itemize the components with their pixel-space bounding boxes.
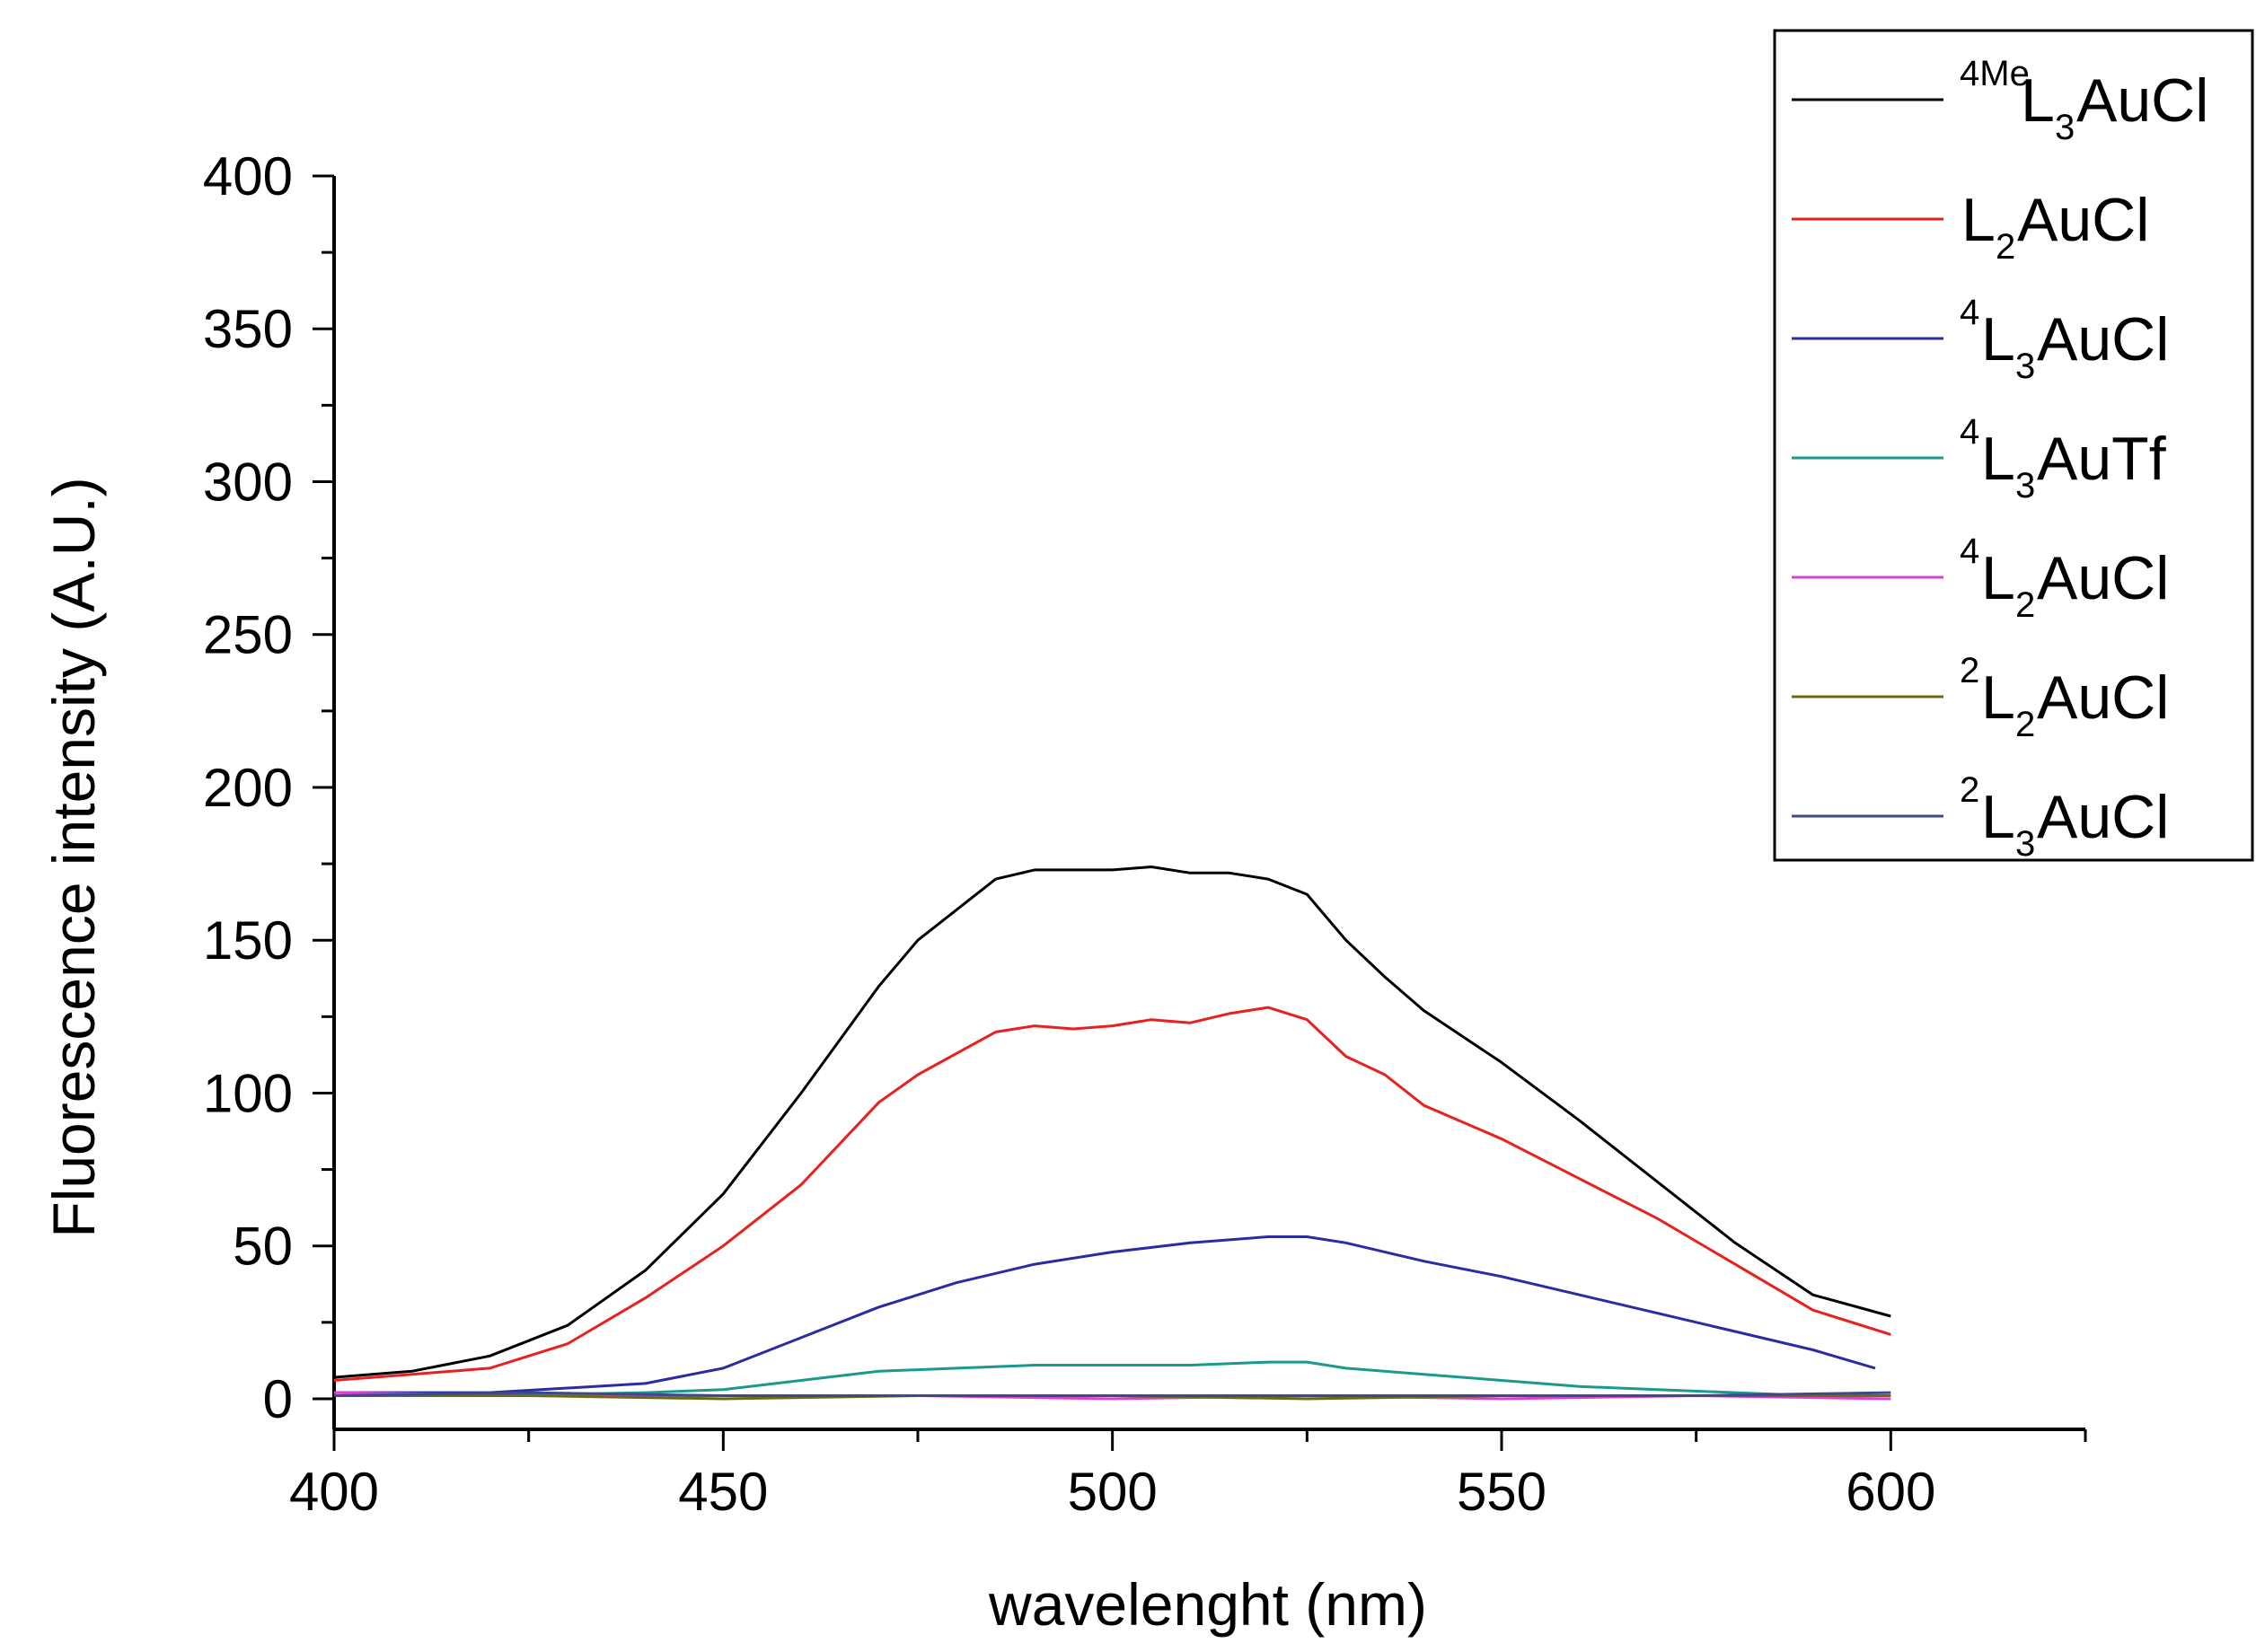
legend-label-sup: 4 bbox=[1960, 532, 1979, 571]
legend-label-sub: 3 bbox=[2055, 108, 2075, 147]
legend-label-sub: 2 bbox=[2015, 705, 2035, 744]
legend-label-sub: 3 bbox=[2015, 466, 2035, 505]
y-tick-label: 100 bbox=[203, 1063, 293, 1123]
y-tick-label: 200 bbox=[203, 758, 293, 818]
legend-label-sup: 4 bbox=[1960, 412, 1979, 452]
legend-label-rest: AuCl bbox=[2037, 783, 2169, 851]
x-tick-label: 400 bbox=[289, 1462, 379, 1522]
y-tick-label: 400 bbox=[203, 146, 293, 206]
y-tick-label: 350 bbox=[203, 299, 293, 359]
legend-label-sub: 2 bbox=[2015, 585, 2035, 625]
legend-label-sup: 4 bbox=[1960, 293, 1979, 332]
legend-label-main: L bbox=[1981, 425, 2015, 493]
series-lines bbox=[333, 866, 1891, 1401]
legend-label-rest: AuCl bbox=[2037, 544, 2169, 612]
legend-label-sub: 3 bbox=[2015, 824, 2035, 864]
legend-box bbox=[1773, 29, 2254, 862]
legend-label-main: L bbox=[2021, 66, 2055, 135]
axes bbox=[313, 174, 2087, 1451]
legend-label-main: L bbox=[1981, 663, 2015, 732]
series-line-4L3AuTf bbox=[334, 1360, 1891, 1397]
legend-label-main: L bbox=[1981, 305, 2015, 373]
legend-label-main: L bbox=[1961, 186, 1996, 254]
y-tick-label: 50 bbox=[233, 1217, 293, 1277]
x-tick-label: 450 bbox=[678, 1462, 768, 1522]
legend-label-main: L bbox=[1981, 783, 2015, 851]
legend-label-sub: 2 bbox=[1996, 227, 2015, 267]
series-line-2L3AuCl bbox=[333, 1391, 1891, 1397]
y-tick-label: 300 bbox=[203, 452, 293, 512]
legend-label-rest: AuTf bbox=[2037, 425, 2166, 493]
tick-labels: 400 450 500 550 600 0 50 100 150 200 250 300 350 400 bbox=[203, 146, 1935, 1522]
legend-label-rest: AuCl bbox=[2017, 186, 2149, 254]
legend-entry-2L3AuCl: 2 L 3 AuCl bbox=[1960, 770, 2169, 864]
x-tick-label: 550 bbox=[1457, 1462, 1547, 1522]
legend-label-rest: AuCl bbox=[2037, 305, 2169, 373]
x-axis-title: wavelenght (nm) bbox=[988, 1571, 1427, 1638]
legend-entry-L2AuCl: L 2 AuCl bbox=[1961, 186, 2149, 267]
x-tick-label: 500 bbox=[1068, 1462, 1158, 1522]
y-tick-label: 150 bbox=[203, 910, 293, 971]
y-axis-title: Fluorescence intensity (A.U.) bbox=[40, 477, 107, 1237]
legend-entry-4L3AuCl: 4 L 3 AuCl bbox=[1960, 293, 2169, 386]
legend-label-sup: 2 bbox=[1960, 770, 1979, 810]
legend-entry-4L3AuTf: 4 L 3 AuTf bbox=[1960, 412, 2166, 505]
y-tick-label: 0 bbox=[263, 1369, 293, 1429]
y-tick-label: 250 bbox=[203, 605, 293, 665]
series-line-L2AuCl bbox=[333, 1006, 1891, 1382]
series-line-4MeL3AuCl bbox=[333, 866, 1891, 1379]
legend-label-sub: 3 bbox=[2015, 347, 2035, 386]
legend-label-sup: 4Me bbox=[1960, 54, 2030, 93]
legend-entry-2L2AuCl: 2 L 2 AuCl bbox=[1960, 651, 2169, 744]
legend-label-sup: 2 bbox=[1960, 651, 1979, 690]
series-line-4L3AuCl bbox=[334, 1235, 1876, 1394]
legend-label-rest: AuCl bbox=[2076, 66, 2208, 135]
legend-entry-4L2AuCl: 4 L 2 AuCl bbox=[1960, 532, 2169, 625]
legend-label-rest: AuCl bbox=[2037, 663, 2169, 732]
legend-label-main: L bbox=[1981, 544, 2015, 612]
x-tick-label: 600 bbox=[1846, 1462, 1935, 1522]
